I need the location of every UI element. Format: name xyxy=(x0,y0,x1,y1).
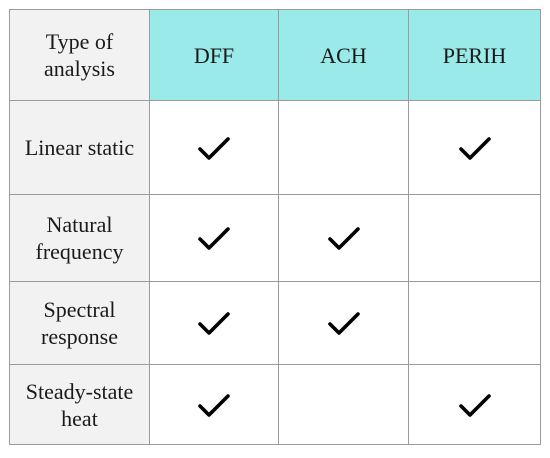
table-row: Steady-state heat xyxy=(9,364,541,445)
column-header-perih: PERIH xyxy=(408,9,541,101)
checkmark-icon xyxy=(458,393,492,419)
column-header-dff: DFF xyxy=(149,9,279,101)
table-body: Linear static Natural frequency Spectral… xyxy=(9,100,541,445)
cell-natural-frequency-dff xyxy=(149,194,279,282)
column-header-ach: ACH xyxy=(278,9,409,101)
checkmark-icon xyxy=(197,393,231,419)
cell-steady-state-heat-dff xyxy=(149,364,279,445)
cell-natural-frequency-perih xyxy=(408,194,541,282)
checkmark-icon xyxy=(327,311,361,337)
checkmark-icon xyxy=(197,226,231,252)
cell-natural-frequency-ach xyxy=(278,194,409,282)
cell-linear-static-dff xyxy=(149,100,279,195)
checkmark-icon xyxy=(197,311,231,337)
table-row: Natural frequency xyxy=(9,194,541,282)
cell-linear-static-perih xyxy=(408,100,541,195)
table-row: Linear static xyxy=(9,100,541,195)
cell-spectral-response-perih xyxy=(408,281,541,365)
analysis-support-table: Type of analysis DFF ACH PERIH Linear st… xyxy=(9,9,541,445)
checkmark-icon xyxy=(197,136,231,162)
cell-linear-static-ach xyxy=(278,100,409,195)
cell-spectral-response-dff xyxy=(149,281,279,365)
row-header-natural-frequency: Natural frequency xyxy=(9,194,150,282)
corner-header: Type of analysis xyxy=(9,9,150,101)
header-row: Type of analysis DFF ACH PERIH xyxy=(9,9,541,101)
checkmark-icon xyxy=(327,226,361,252)
row-header-spectral-response: Spectral response xyxy=(9,281,150,365)
row-header-linear-static: Linear static xyxy=(9,100,150,195)
row-header-steady-state-heat: Steady-state heat xyxy=(9,364,150,445)
table-row: Spectral response xyxy=(9,281,541,365)
cell-steady-state-heat-perih xyxy=(408,364,541,445)
cell-steady-state-heat-ach xyxy=(278,364,409,445)
checkmark-icon xyxy=(458,136,492,162)
cell-spectral-response-ach xyxy=(278,281,409,365)
